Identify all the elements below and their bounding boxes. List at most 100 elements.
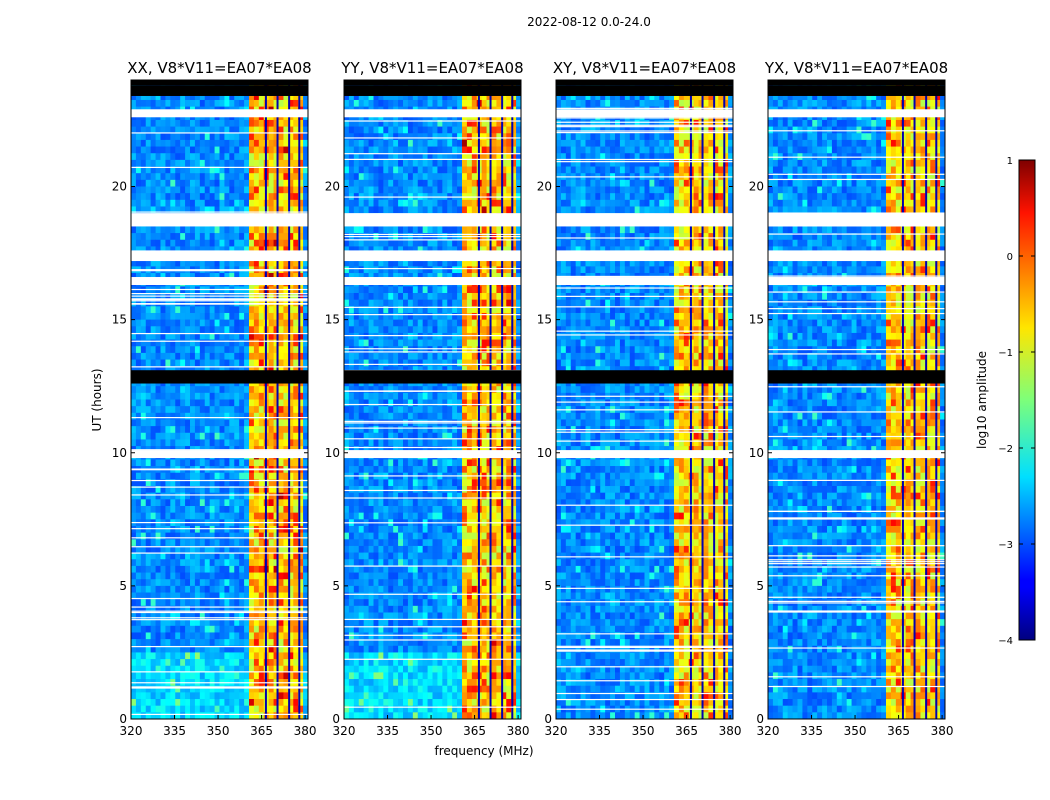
heatmap-cell: [273, 645, 279, 653]
heatmap-cell: [268, 339, 274, 347]
heatmap-cell: [447, 299, 453, 307]
heatmap-cell: [204, 672, 210, 680]
heatmap-cell: [165, 665, 171, 673]
heatmap-cell: [432, 266, 438, 274]
heatmap-cell: [293, 599, 299, 607]
heatmap-cell: [160, 166, 166, 174]
heatmap-cell: [204, 339, 210, 347]
heatmap-cell: [288, 126, 294, 134]
heatmap-cell: [224, 599, 230, 607]
heatmap-cell: [219, 539, 225, 547]
heatmap-cell: [160, 579, 166, 587]
heatmap-cell: [219, 479, 225, 487]
heatmap-cell: [417, 299, 423, 307]
heatmap-cell: [234, 439, 240, 447]
heatmap-cell: [190, 532, 196, 540]
heatmap-cell: [131, 412, 137, 420]
heatmap-cell: [175, 645, 181, 653]
heatmap-cell: [190, 159, 196, 167]
heatmap-cell: [160, 605, 166, 613]
heatmap-cell: [273, 665, 279, 673]
heatmap-cell: [511, 259, 517, 267]
heatmap-cell: [140, 439, 147, 447]
heatmap-cell: [194, 579, 201, 587]
heatmap-cell: [234, 645, 240, 653]
heatmap-cell: [344, 326, 350, 334]
heatmap-cell: [303, 592, 309, 600]
heatmap-cell: [180, 632, 186, 640]
heatmap-cell: [288, 406, 294, 414]
heatmap-cell: [516, 186, 522, 194]
heatmap-cell: [155, 659, 161, 667]
heatmap-cell: [209, 426, 215, 434]
heatmap-cell: [452, 273, 458, 280]
heatmap-cell: [194, 512, 201, 520]
heatmap-cell: [135, 133, 142, 141]
flag-line: [131, 298, 308, 300]
heatmap-cell: [511, 286, 517, 294]
heatmap-cell: [466, 179, 473, 187]
heatmap-cell: [283, 525, 289, 533]
heatmap-cell: [486, 312, 492, 320]
heatmap-cell: [496, 326, 502, 334]
heatmap-cell: [393, 146, 399, 154]
heatmap-cell: [427, 306, 433, 314]
heatmap-cell: [303, 579, 309, 587]
heatmap-cell: [388, 326, 394, 334]
heatmap-cell: [268, 545, 274, 553]
heatmap-cell: [273, 386, 279, 394]
heatmap-cell: [407, 126, 414, 134]
heatmap-cell: [244, 426, 250, 434]
heatmap-cell: [229, 539, 235, 547]
heatmap-cell: [209, 199, 215, 207]
heatmap-cell: [344, 312, 350, 320]
heatmap-cell: [383, 266, 389, 274]
heatmap-cell: [175, 126, 181, 134]
heatmap-cell: [298, 539, 304, 547]
heatmap-cell: [378, 299, 384, 307]
heatmap-cell: [303, 146, 309, 154]
heatmap-cell: [253, 126, 260, 134]
heatmap-cell: [155, 665, 161, 673]
heatmap-cell: [199, 525, 206, 533]
heatmap-cell: [278, 645, 284, 653]
heatmap-cell: [224, 146, 230, 154]
heatmap-cell: [234, 326, 240, 334]
heatmap-cell: [160, 226, 166, 234]
heatmap-cell: [353, 199, 360, 207]
heatmap-cell: [140, 486, 147, 493]
heatmap-cell: [180, 419, 186, 427]
heatmap-cell: [180, 312, 186, 320]
heatmap-cell: [209, 499, 215, 507]
heatmap-cell: [298, 532, 304, 540]
heatmap-cell: [219, 326, 225, 334]
heatmap-cell: [388, 173, 394, 181]
heatmap-cell: [378, 239, 384, 247]
heatmap-cell: [278, 532, 284, 540]
heatmap-cell: [140, 612, 147, 620]
heatmap-cell: [170, 659, 176, 667]
heatmap-cell: [155, 459, 161, 467]
heatmap-cell: [388, 312, 394, 320]
heatmap-cell: [481, 166, 487, 174]
heatmap-cell: [199, 506, 206, 513]
heatmap-cell: [244, 99, 250, 107]
heatmap-cell: [298, 146, 304, 154]
heatmap-cell: [214, 366, 220, 374]
heatmap-cell: [155, 352, 161, 360]
heatmap-cell: [253, 99, 260, 107]
heatmap-cell: [150, 339, 156, 347]
heatmap-cell: [150, 159, 156, 167]
heatmap-cell: [249, 672, 255, 680]
heatmap-cell: [170, 99, 176, 107]
heatmap-cell: [462, 239, 468, 247]
heatmap-cell: [403, 93, 409, 101]
heatmap-cell: [268, 126, 274, 134]
heatmap-cell: [150, 559, 156, 567]
heatmap-cell: [348, 146, 355, 154]
heatmap-cell: [273, 126, 279, 134]
heatmap-cell: [303, 459, 309, 467]
heatmap-cell: [185, 146, 191, 154]
flagged-band: [131, 250, 308, 262]
heatmap-cell: [175, 326, 181, 334]
